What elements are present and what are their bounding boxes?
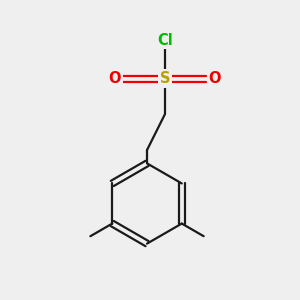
Text: S: S [160,71,170,86]
Text: Cl: Cl [157,32,173,47]
Text: O: O [208,71,221,86]
Text: O: O [109,71,121,86]
